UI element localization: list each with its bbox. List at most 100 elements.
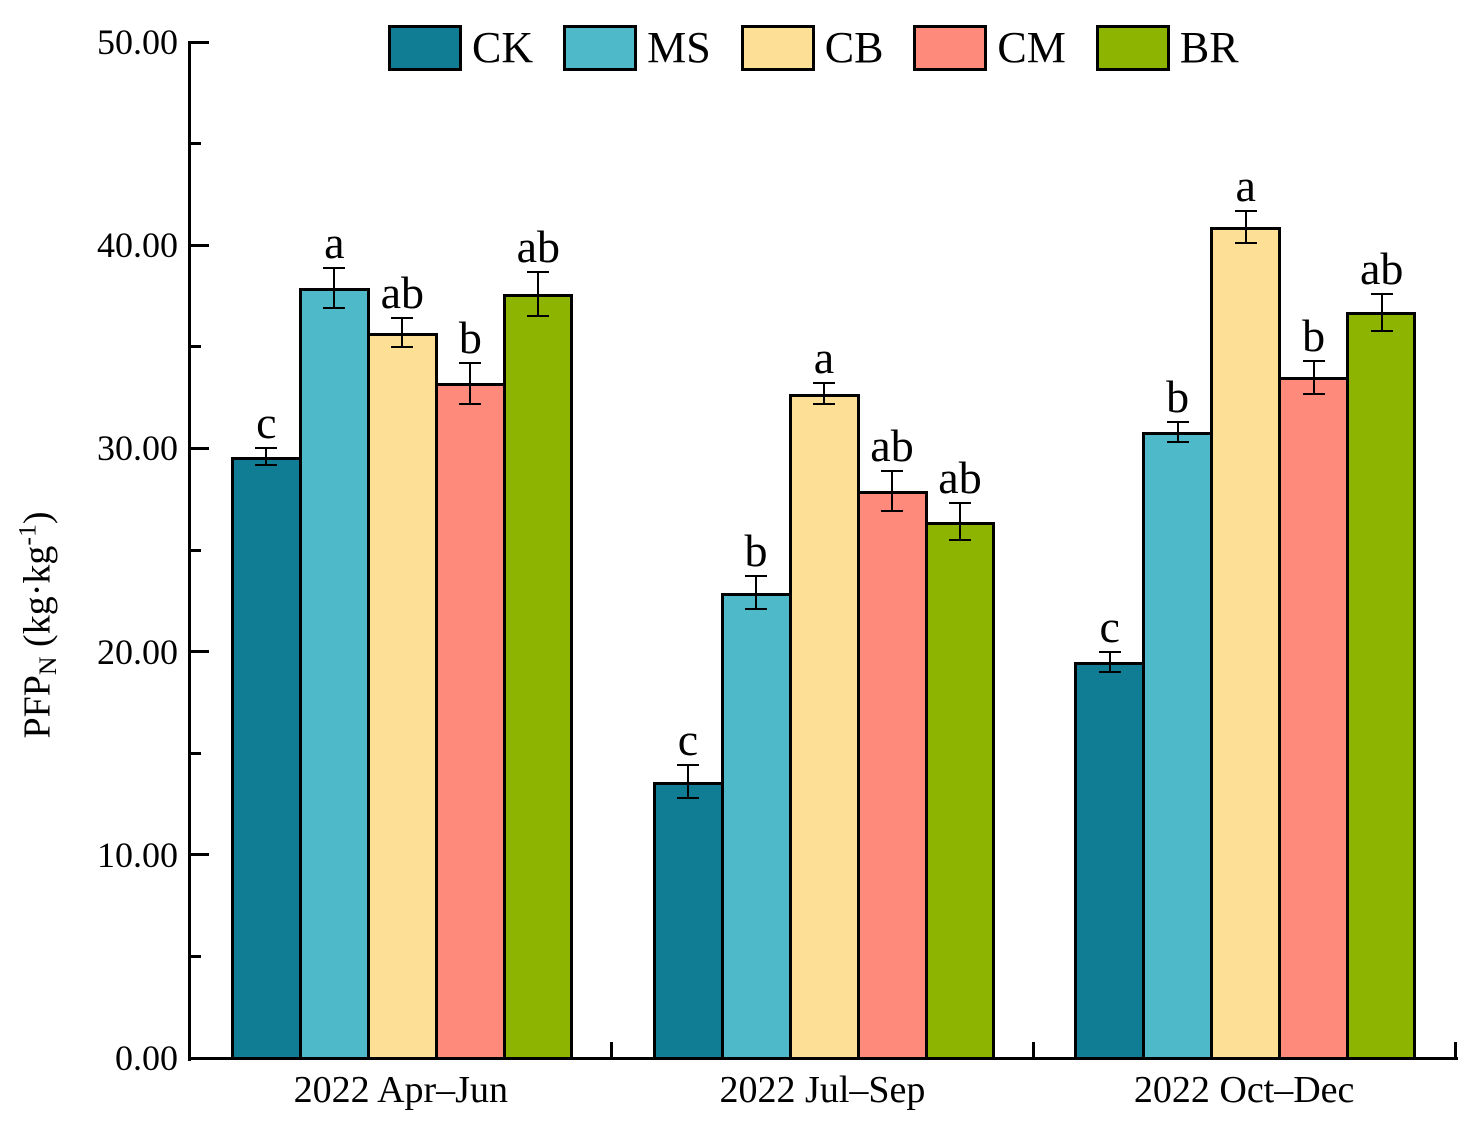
error-bar-cap-top: [255, 447, 278, 450]
error-bar-cap-bottom: [813, 402, 835, 405]
x-axis-line: [188, 1057, 1458, 1060]
error-bar-cap-top: [527, 270, 550, 273]
y-minor-tick: [191, 751, 201, 755]
error-bar-stem: [959, 503, 961, 540]
y-minor-tick: [191, 954, 201, 958]
significance-letter: b: [458, 312, 482, 364]
error-bar-cap-top: [677, 764, 699, 767]
error-bar-cap-bottom: [391, 345, 414, 348]
significance-letter: b: [1302, 310, 1326, 362]
legend-swatch-cb: [740, 25, 815, 71]
error-bar-stem: [1380, 293, 1383, 331]
y-major-tick: [191, 853, 209, 857]
error-bar-cap-bottom: [1234, 242, 1257, 245]
error-bar-cap-top: [745, 575, 767, 578]
legend-item-cb: CB: [740, 23, 884, 72]
y-tick-label: 40.00: [97, 225, 178, 266]
chart-legend: CK MS CB CM BR: [388, 25, 1239, 71]
legend-label: CM: [997, 23, 1066, 72]
bar-ms-group2: [720, 592, 792, 1060]
significance-letter: a: [1235, 159, 1256, 211]
error-bar-cap-top: [1234, 209, 1257, 212]
error-bar-cap-top: [813, 382, 835, 385]
error-bar-stem: [265, 448, 268, 465]
significance-letter: c: [677, 714, 699, 766]
error-bar-stem: [1244, 210, 1247, 244]
bar-cm-group3: [1278, 377, 1350, 1060]
legend-label: MS: [647, 23, 711, 72]
x-axis-tick: [1453, 1042, 1457, 1058]
significance-letter: a: [324, 216, 345, 268]
legend-swatch-ck: [388, 25, 462, 71]
y-tick-label: 10.00: [97, 834, 178, 875]
error-bar-stem: [537, 271, 540, 317]
error-bar-cap-top: [1302, 360, 1325, 363]
x-axis-tick: [610, 1042, 614, 1058]
y-minor-tick: [191, 142, 201, 146]
significance-letter: b: [744, 525, 768, 577]
error-bar-stem: [823, 383, 825, 404]
legend-swatch-ms: [563, 25, 638, 71]
error-bar-cap-bottom: [1370, 329, 1393, 332]
bar-br-group1: [502, 293, 573, 1060]
error-bar-stem: [1312, 361, 1315, 394]
bar-ck-group1: [230, 456, 302, 1060]
y-axis-line: [188, 41, 191, 1061]
error-bar-cap-top: [881, 469, 903, 472]
legend-item-ms: MS: [563, 25, 711, 71]
y-minor-tick: [191, 345, 201, 349]
y-major-tick: [191, 446, 209, 450]
y-major-tick: [191, 40, 209, 44]
bar-ck-group3: [1074, 661, 1146, 1060]
bar-cm-group2: [856, 491, 928, 1060]
bar-ms-group1: [298, 287, 370, 1060]
legend-item-ck: CK: [388, 25, 533, 71]
error-bar-cap-bottom: [527, 315, 550, 318]
error-bar-cap-bottom: [1166, 441, 1189, 444]
error-bar-stem: [755, 576, 757, 609]
significance-letter: b: [1166, 370, 1190, 422]
error-bar-stem: [891, 470, 893, 512]
bar-ms-group3: [1142, 432, 1214, 1060]
legend-label: CK: [472, 23, 534, 72]
error-bar-cap-top: [459, 362, 482, 365]
significance-letter: a: [813, 332, 835, 384]
error-bar-cap-top: [1098, 650, 1121, 653]
error-bar-cap-bottom: [881, 510, 903, 513]
error-bar-cap-bottom: [459, 402, 482, 405]
y-tick-label: 0.00: [115, 1038, 178, 1078]
bar-cm-group1: [434, 383, 506, 1060]
error-bar-cap-top: [949, 502, 971, 505]
x-category-label: 2022 Jul–Sep: [719, 1069, 926, 1111]
significance-letter: c: [256, 397, 277, 449]
error-bar-cap-bottom: [1302, 392, 1325, 395]
error-bar-stem: [333, 267, 336, 309]
bar-cb-group3: [1210, 226, 1282, 1060]
y-major-tick: [191, 243, 209, 247]
error-bar-cap-top: [323, 266, 346, 269]
error-bar-cap-bottom: [1098, 670, 1121, 673]
error-bar-stem: [1176, 421, 1179, 443]
error-bar-cap-top: [391, 317, 414, 320]
significance-letter: ab: [938, 452, 982, 504]
bar-cb-group1: [366, 332, 438, 1060]
legend-label: CB: [824, 23, 884, 72]
error-bar-stem: [1108, 651, 1111, 672]
error-bar-stem: [469, 363, 472, 404]
bar-cb-group2: [788, 393, 860, 1060]
significance-letter: c: [1099, 600, 1120, 652]
significance-letter: ab: [380, 267, 425, 319]
error-bar-cap-bottom: [745, 607, 767, 610]
error-bar-cap-top: [1166, 420, 1189, 423]
legend-label: BR: [1179, 23, 1239, 72]
error-bar-cap-bottom: [677, 796, 699, 799]
y-tick-label: 50.00: [97, 22, 178, 62]
y-major-tick: [191, 650, 209, 654]
error-bar-stem: [687, 765, 689, 798]
significance-letter: ab: [870, 419, 914, 471]
x-category-label: 2022 Oct–Dec: [1133, 1069, 1355, 1111]
error-bar-cap-bottom: [949, 538, 971, 541]
error-bar-cap-bottom: [255, 463, 278, 466]
